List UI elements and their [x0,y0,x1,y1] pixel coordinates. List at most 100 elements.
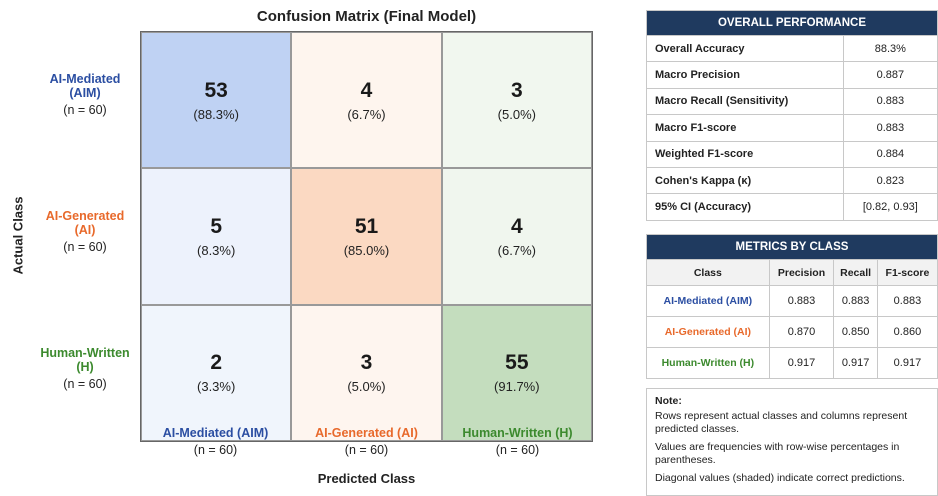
table-row: Macro Precision 0.887 [646,61,938,89]
col-label-name: Human-Written (H) [462,426,573,440]
cell-percent: (6.7%) [497,242,536,258]
cell-count: 51 [354,214,379,238]
note-line: Rows represent actual classes and column… [655,410,908,435]
table-title: METRICS BY CLASS [646,234,938,260]
metric-value: 0.850 [833,316,878,348]
table-header-row: METRICS BY CLASS [646,234,938,260]
cell: 55 (91.7%) [441,304,592,441]
cell: 4 (6.7%) [291,32,442,169]
cell: 53 (88.3%) [141,32,292,169]
row-label: Human-Written (H) (n = 60) [30,346,140,391]
col-label: AI-Generated (AI) (n = 60) [291,426,442,457]
table-row: AI-Generated (AI) 0.870 0.850 0.860 [646,316,938,348]
cell-percent: (5.0%) [497,106,536,122]
metric-value: 0.884 [842,140,938,168]
cell: 4 (6.7%) [441,168,592,305]
metric-value: 0.870 [768,316,835,348]
cell-count: 4 [510,214,523,238]
metric-value: 0.883 [842,87,938,116]
metric-value: 0.917 [833,347,878,379]
metric-name: Macro Recall (Sensitivity) [646,87,844,116]
cell-percent: (88.3%) [193,106,239,122]
class-name: Human-Written (H) [646,347,770,379]
note-line: Values are frequencies with row-wise per… [655,441,900,466]
row-label: AI-Mediated (AIM) (n = 60) [30,72,140,117]
metric-value: 0.823 [842,166,938,195]
cell-count: 53 [204,78,228,102]
cell-count: 4 [360,78,373,102]
table-row: Overall Accuracy 88.3% [646,34,938,63]
column-header: F1-score [876,259,938,286]
column-header-row: Class Precision Recall F1-score [646,259,938,286]
metric-value: [0.82, 0.93] [842,193,938,221]
row-label-name: Human-Written (H) [40,345,130,374]
note-title: Note: [655,395,682,407]
table-row: Macro Recall (Sensitivity) 0.883 [646,87,938,116]
metric-value: 0.883 [768,285,835,317]
cell-count: 5 [210,214,222,238]
cell: 3 (5.0%) [291,304,442,441]
col-label-n: (n = 60) [193,443,238,457]
cell-count: 2 [210,351,222,375]
table-row: Macro F1-score 0.883 [646,114,938,142]
table-header-row: OVERALL PERFORMANCE [646,10,938,36]
metric-name: Overall Accuracy [646,34,844,63]
overall-table: OVERALL PERFORMANCE Overall Accuracy 88.3%… [646,10,938,221]
metric-name: Cohen's Kappa (κ) [646,166,844,195]
cell: 5 (8.3%) [141,168,292,305]
cell-percent: (85.0%) [343,242,390,258]
table-row: Cohen's Kappa (κ) 0.823 [646,166,938,195]
column-header: Precision [768,259,835,286]
cell: 3 (5.0%) [441,32,592,169]
row-label-n: (n = 60) [63,376,107,391]
table-row: AI-Mediated (AIM) 0.883 0.883 0.883 [646,285,938,317]
cell-percent: (8.3%) [197,242,236,258]
metric-value: 0.883 [842,114,938,142]
cell-percent: (91.7%) [494,379,540,395]
metric-name: 95% CI (Accuracy) [646,193,844,221]
cell-percent: (5.0%) [347,379,386,395]
table-row: Weighted F1-score 0.884 [646,140,938,168]
cell-count: 3 [510,78,523,102]
metric-value: 0.917 [876,347,938,379]
metric-value: 88.3% [842,34,938,63]
metric-name: Macro Precision [646,61,844,89]
col-label-n: (n = 60) [344,443,389,457]
metric-value: 0.917 [768,347,835,379]
y-axis-label: Actual Class [10,196,26,275]
cell-count: 3 [360,351,373,375]
col-label-n: (n = 60) [495,443,540,457]
chart-title: Confusion Matrix (Final Model) [256,8,477,25]
cell: 51 (85.0%) [291,168,442,305]
metric-value: 0.883 [876,285,938,317]
class-name: AI-Mediated (AIM) [646,285,770,317]
table-row: Human-Written (H) 0.917 0.917 0.917 [646,347,938,379]
row-label-n: (n = 60) [63,239,107,254]
row-label-name: AI-Mediated (AIM) [49,71,121,100]
metric-name: Weighted F1-score [646,140,844,168]
row-label-n: (n = 60) [63,102,107,117]
table-row: 95% CI (Accuracy) [0.82, 0.93] [646,193,938,221]
column-header: Recall [833,259,878,286]
table-title: OVERALL PERFORMANCE [646,10,938,36]
note: Note: Rows represent actual classes and c… [646,388,938,496]
row-label-name: AI-Generated (AI) [45,208,125,237]
col-label-name: AI-Mediated (AIM) [162,426,269,440]
metric-value: 0.883 [833,285,878,317]
col-label: Human-Written (H) (n = 60) [442,426,593,457]
cell: 2 (3.3%) [141,304,292,441]
cell-percent: (6.7%) [347,106,386,122]
cell-percent: (3.3%) [197,379,236,395]
class-name: AI-Generated (AI) [646,316,770,348]
matrix: 53 (88.3%) 4 (6.7%) 3 (5.0%) 5 (8.3%) 51 (85.0%) 4… [140,31,593,442]
metric-name: Macro F1-score [646,114,844,142]
col-label: AI-Mediated (AIM) (n = 60) [140,426,291,457]
metric-value: 0.860 [876,316,938,348]
metric-value: 0.887 [842,61,938,89]
cell-count: 55 [505,351,529,375]
class-table: METRICS BY CLASS Class Precision Recall F1-s… [646,234,938,379]
note-line: Diagonal values (shaded) indicate correc… [655,472,905,484]
column-header: Class [646,259,770,286]
x-axis-label: Predicted Class [317,471,416,486]
